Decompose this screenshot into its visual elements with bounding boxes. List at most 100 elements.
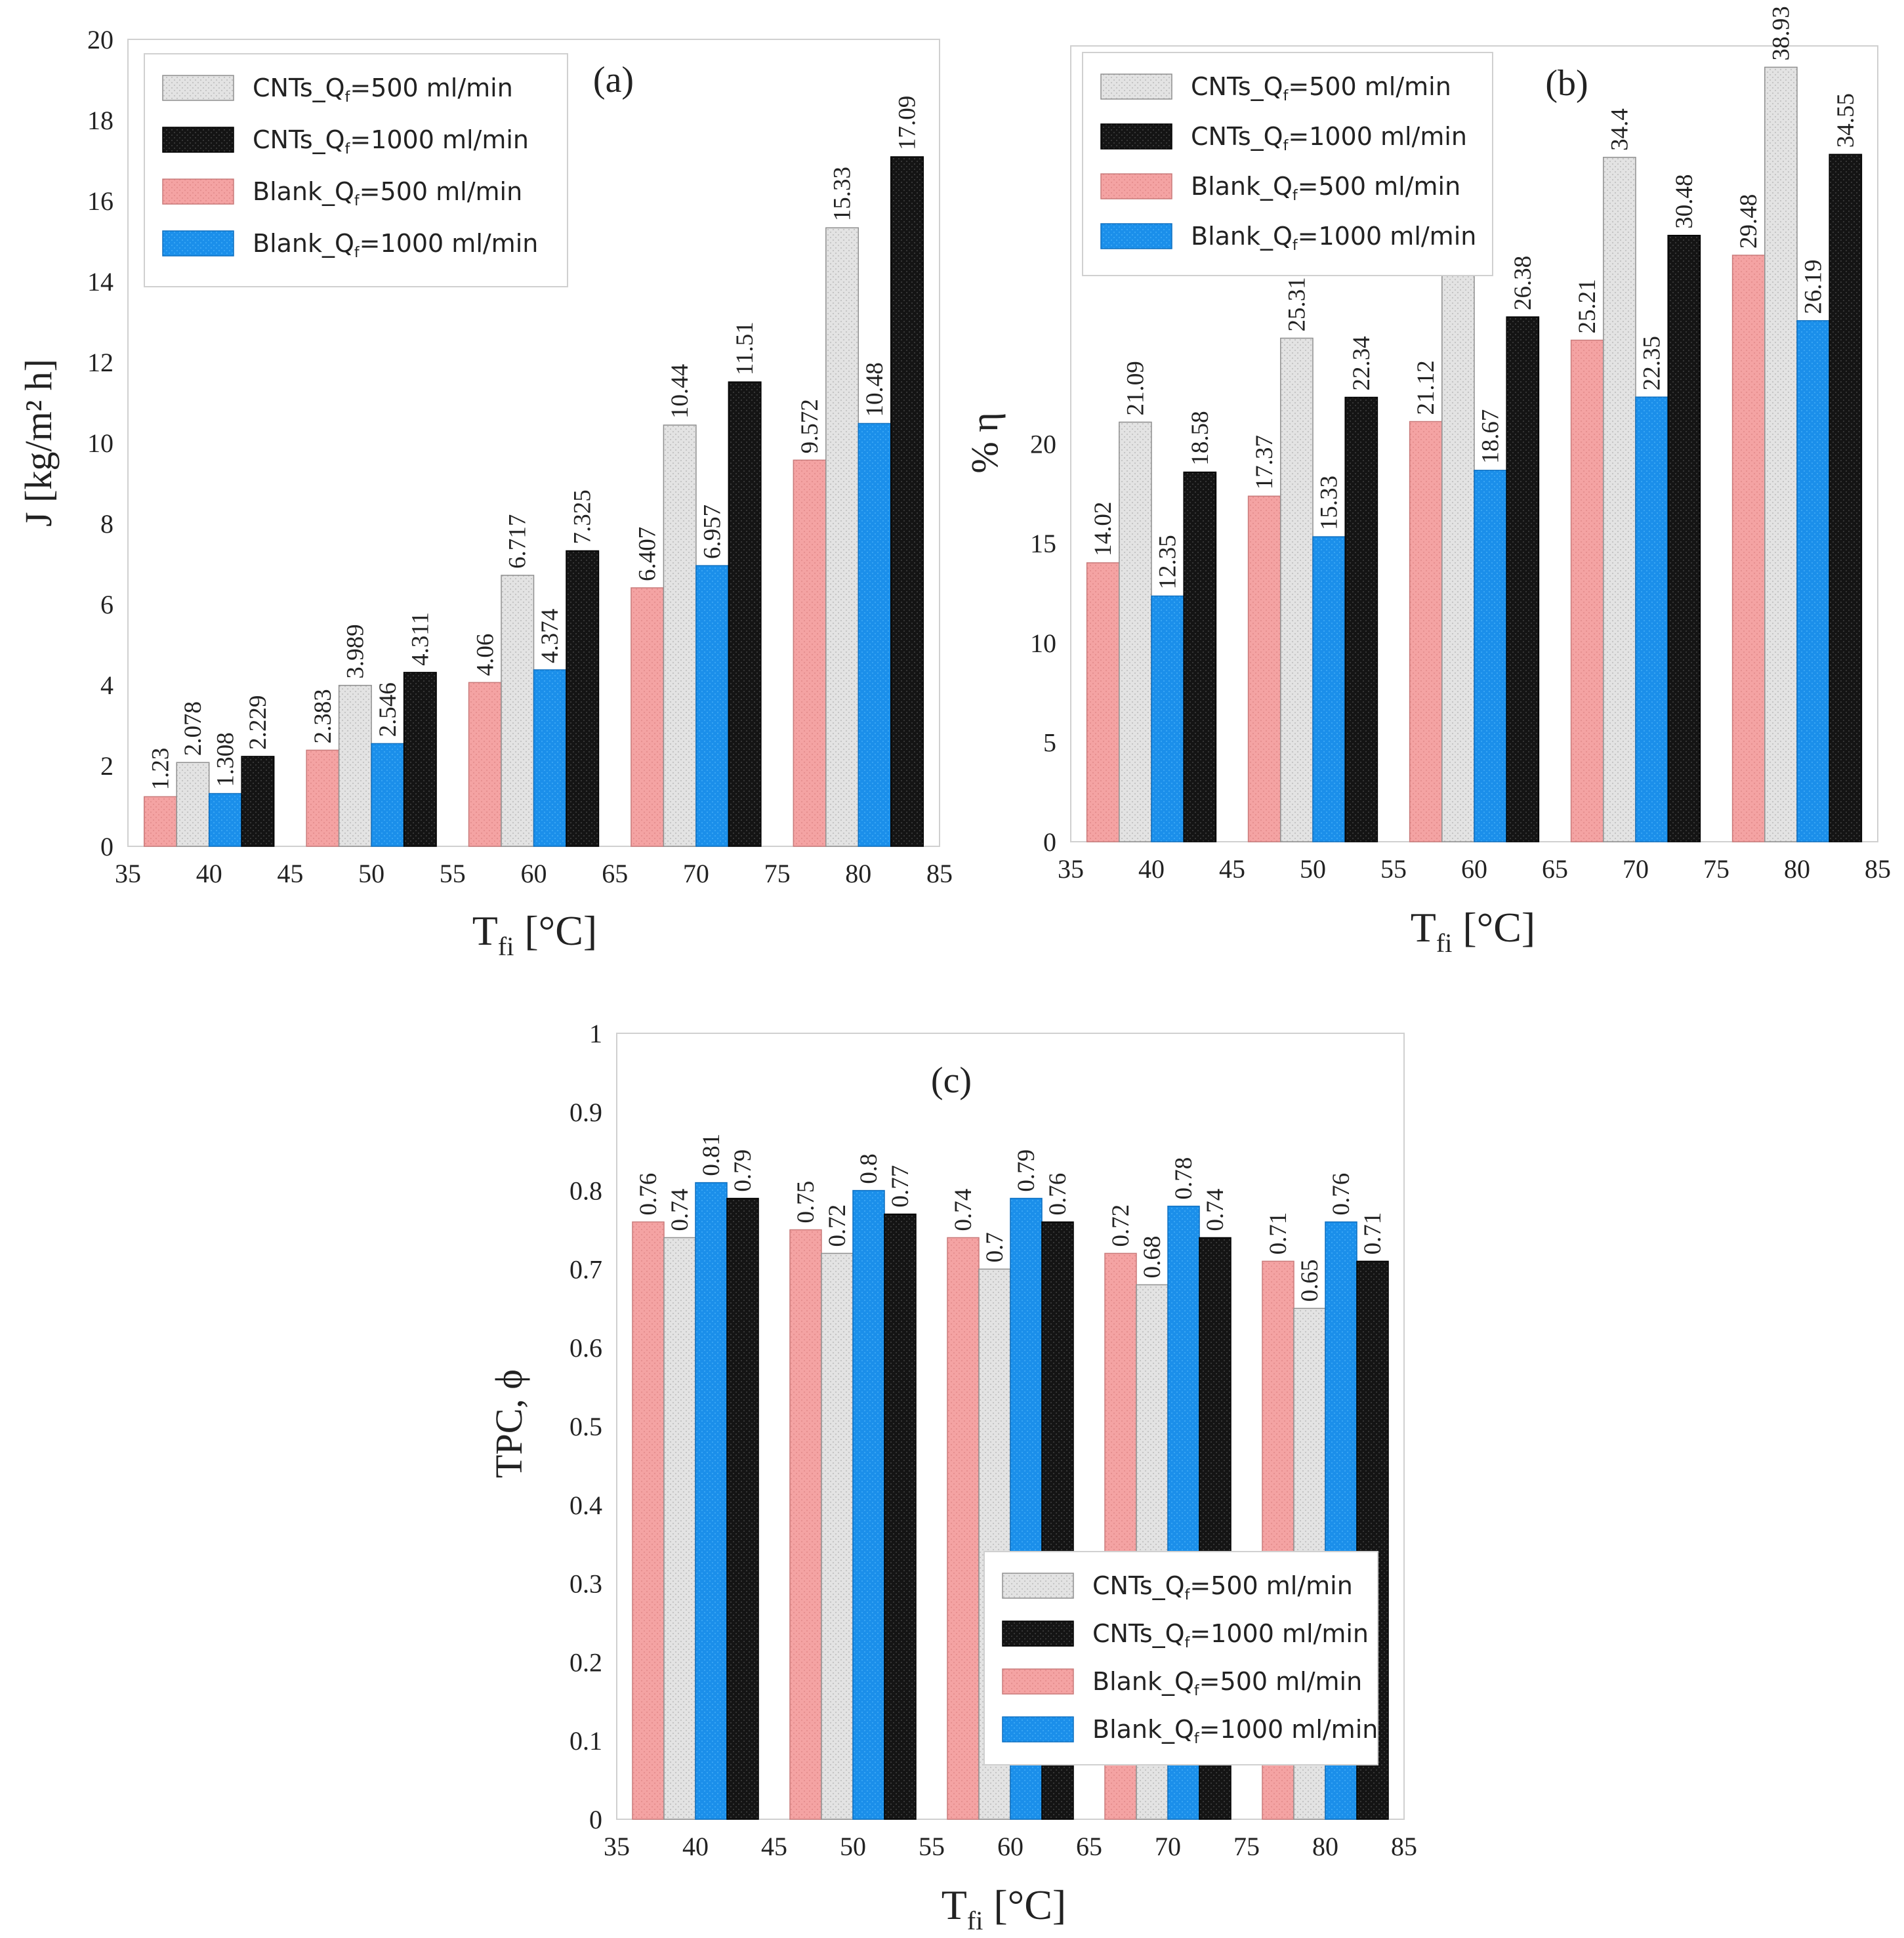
bar-blank1000-60 (533, 669, 567, 847)
y-tick-label: 14 (87, 267, 114, 297)
bar-cnts1000-60 (566, 550, 600, 847)
y-tick-label: 0.2 (569, 1647, 602, 1677)
bar-cnts500-50 (338, 684, 372, 847)
bar-value-label: 0.74 (950, 1189, 977, 1231)
x-tick-label: 35 (604, 1832, 630, 1861)
x-tick-label: 85 (926, 859, 953, 888)
panel-title: (b) (1545, 63, 1588, 104)
y-tick-label: 0 (589, 1805, 602, 1834)
bar-cnts1000-40 (1183, 471, 1217, 842)
bar-value-label: 15.33 (1316, 476, 1343, 530)
bar-cnts500-80 (825, 227, 859, 847)
x-tick-label: 70 (1623, 854, 1649, 884)
y-tick-label: 20 (1030, 430, 1056, 459)
bar-blank1000-80 (858, 423, 892, 847)
bar-value-label: 10.44 (667, 364, 693, 419)
legend-label-blank500: Blank_Qf=500 ml/min (1191, 172, 1460, 204)
bar-value-label: 0.7 (982, 1232, 1008, 1262)
bar-value-label: 0.76 (1045, 1173, 1071, 1216)
bar-blank1000-40 (208, 793, 242, 847)
bar-value-label: 2.383 (310, 689, 337, 743)
bar-blank500-40 (143, 796, 177, 847)
bar-value-label: 0.74 (667, 1189, 693, 1231)
x-tick-label: 60 (1461, 854, 1487, 884)
x-tick-label: 85 (1865, 854, 1891, 884)
x-tick-label: 80 (1784, 854, 1810, 884)
x-tick-label: 50 (840, 1832, 866, 1861)
legend-swatch-cnts500 (1100, 73, 1172, 100)
bar-value-label: 34.55 (1832, 93, 1859, 148)
y-tick-label: 0.6 (569, 1333, 602, 1363)
y-tick-label: 16 (87, 186, 114, 216)
bar-value-label: 6.957 (699, 505, 726, 559)
legend-label-cnts1000: CNTs_Qf=1000 ml/min (253, 125, 529, 157)
bar-blank500-50 (306, 749, 340, 847)
bar-value-label: 29.48 (1735, 194, 1762, 249)
x-tick-label: 55 (440, 859, 466, 888)
bar-value-label: 17.37 (1251, 435, 1278, 489)
x-tick-label: 40 (1138, 854, 1165, 884)
bar-value-label: 9.572 (797, 399, 823, 453)
bar-value-label: 2.078 (180, 701, 207, 756)
y-tick-label: 18 (87, 106, 114, 135)
bar-value-label: 22.35 (1639, 336, 1666, 390)
bar-blank500-50 (789, 1229, 822, 1820)
bar-value-label: 0.81 (698, 1134, 725, 1176)
x-tick-label: 70 (1155, 1832, 1181, 1861)
x-tick-label: 50 (1300, 854, 1326, 884)
bar-value-label: 0.74 (1202, 1189, 1229, 1231)
bar-value-label: 0.76 (635, 1173, 662, 1216)
x-tick-label: 55 (1380, 854, 1407, 884)
y-tick-label: 6 (100, 590, 114, 619)
x-tick-label: 45 (1219, 854, 1245, 884)
bar-value-label: 1.23 (147, 748, 174, 791)
bar-value-label: 14.02 (1090, 502, 1117, 556)
y-tick-label: 0.9 (569, 1098, 602, 1127)
bar-cnts500-40 (663, 1237, 696, 1820)
bar-value-label: 18.58 (1187, 411, 1214, 465)
y-tick-label: 0.3 (569, 1569, 602, 1599)
x-axis-label: Tfi [°C] (942, 1882, 1066, 1935)
legend-swatch-blank1000 (162, 230, 234, 257)
bar-cnts500-40 (176, 762, 210, 847)
x-tick-label: 35 (115, 859, 141, 888)
legend-swatch-blank1000 (1100, 223, 1172, 249)
x-tick-label: 85 (1391, 1832, 1417, 1861)
bar-value-label: 0.8 (856, 1153, 882, 1184)
x-tick-label: 35 (1058, 854, 1084, 884)
bar-value-label: 0.71 (1359, 1212, 1386, 1255)
y-tick-label: 0.5 (569, 1412, 602, 1441)
bar-value-label: 21.09 (1122, 361, 1149, 415)
bar-value-label: 2.229 (245, 695, 272, 750)
bar-blank500-70 (631, 587, 665, 847)
y-tick-label: 10 (87, 428, 114, 458)
x-tick-label: 55 (919, 1832, 945, 1861)
bar-blank500-50 (1247, 495, 1281, 842)
bar-value-label: 21.12 (1413, 360, 1439, 415)
legend-label-blank1000: Blank_Qf=1000 ml/min (1191, 222, 1476, 254)
bar-cnts1000-40 (726, 1197, 759, 1820)
legend-swatch-blank1000 (1002, 1716, 1074, 1742)
bar-value-label: 12.35 (1155, 535, 1182, 589)
bar-cnts500-60 (501, 575, 535, 847)
bar-cnts500-80 (1764, 66, 1798, 842)
legend-label-cnts500: CNTs_Qf=500 ml/min (1191, 72, 1451, 104)
chart-panel-c: 35 40 45 50 55 60 65 70 75 80 85 0 0.1 0.2 0.3 0.4 0.5 0.… (487, 1019, 1417, 1935)
y-tick-label: 1 (589, 1019, 602, 1048)
bar-value-label: 4.06 (472, 634, 499, 676)
bar-blank1000-70 (1635, 396, 1668, 842)
y-axis-label: J [kg/m² h] (17, 359, 60, 527)
bar-cnts1000-80 (890, 156, 924, 847)
legend-swatch-cnts1000 (162, 127, 234, 153)
legend-swatch-cnts1000 (1100, 123, 1172, 150)
bar-cnts1000-70 (1667, 234, 1701, 842)
bar-value-label: 34.4 (1606, 108, 1633, 151)
bar-blank1000-60 (1474, 470, 1507, 842)
bar-value-label: 26.38 (1510, 256, 1537, 310)
y-tick-label: 0.4 (569, 1491, 602, 1520)
bar-value-label: 30.48 (1671, 174, 1698, 228)
y-tick-label: 0.1 (569, 1726, 602, 1756)
legend-swatch-cnts500 (1002, 1573, 1074, 1599)
bar-blank500-60 (947, 1237, 980, 1820)
bar-cnts1000-50 (1344, 396, 1378, 842)
